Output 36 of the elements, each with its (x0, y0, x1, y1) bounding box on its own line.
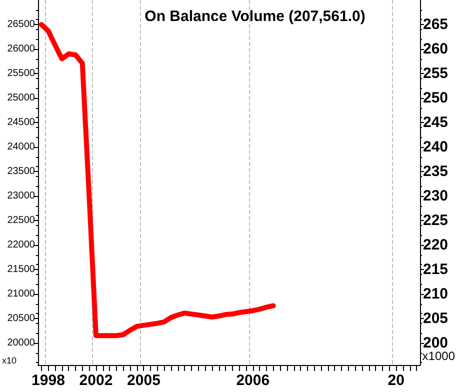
y2-tick-label: 210 (423, 285, 448, 302)
y2-tick-label: 205 (423, 310, 448, 327)
y2-tick-label: 255 (423, 64, 448, 82)
x-tick-label: 20 (388, 372, 404, 389)
x-tick-label: 1998 (32, 372, 65, 389)
x-tick-label: 2005 (127, 372, 160, 389)
y-tick-label: 26000 (7, 43, 36, 54)
y-tick-label: 20000 (7, 337, 36, 348)
y-tick-label: 22000 (7, 239, 36, 250)
y-tick-label: 24500 (7, 116, 36, 128)
text: x10 (2, 356, 17, 366)
y2-tick-label: 230 (423, 187, 448, 204)
y-tick-label: 23500 (7, 166, 36, 177)
y-tick-label: 25500 (7, 68, 36, 79)
y-tick-label: 22500 (7, 214, 36, 226)
y-tick-label: 21500 (7, 264, 36, 275)
y2-tick-label: 215 (423, 260, 448, 278)
y-tick-label: 21000 (7, 288, 36, 300)
y2-tick-label: 245 (423, 114, 448, 131)
text: On Balance Volume (207,561.0) (144, 8, 366, 25)
y2-tick-label: 265 (423, 16, 448, 33)
y-tick-label: 24000 (7, 141, 36, 152)
y2-tick-label: 200 (423, 334, 448, 352)
y2-tick-label: 225 (423, 212, 448, 229)
y-tick-label: 26500 (7, 18, 36, 30)
y2-tick-label: 220 (423, 236, 448, 254)
y2-tick-label: 260 (423, 40, 448, 58)
x-tick-label: 2002 (79, 372, 113, 389)
y-tick-label: 23000 (7, 190, 36, 202)
y2-tick-label: 250 (423, 89, 448, 106)
y-tick-label: 20500 (7, 312, 36, 324)
text: x1000 (422, 349, 456, 363)
y2-tick-label: 240 (423, 138, 448, 156)
y-tick-label: 25000 (7, 92, 36, 104)
x-tick-label: 2006 (236, 372, 270, 389)
y2-tick-label: 235 (423, 162, 448, 180)
